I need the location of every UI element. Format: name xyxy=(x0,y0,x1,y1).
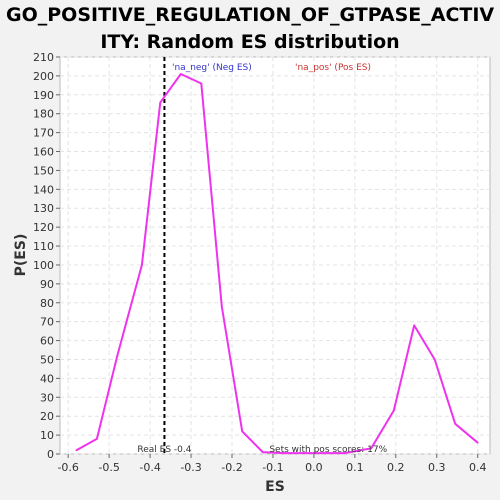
data-point xyxy=(261,451,264,454)
data-point xyxy=(370,447,373,450)
y-tick-label: 150 xyxy=(33,164,54,177)
y-tick-label: 200 xyxy=(33,70,54,83)
data-point xyxy=(433,358,436,361)
data-point xyxy=(95,437,98,440)
y-tick-label: 80 xyxy=(40,297,54,310)
y-tick-label: 120 xyxy=(33,221,54,234)
y-tick-label: 180 xyxy=(33,108,54,121)
data-point xyxy=(343,452,346,454)
y-axis-label: P(ES) xyxy=(13,234,29,277)
y-tick-label: 20 xyxy=(40,410,54,423)
x-tick-label: -0.4 xyxy=(139,461,160,474)
y-tick-label: 10 xyxy=(40,429,54,442)
x-tick-label: -0.2 xyxy=(221,461,242,474)
data-point xyxy=(200,82,203,85)
y-tick-label: 60 xyxy=(40,335,54,348)
y-axis-ticks: 0 10 20 30 40 50 60 70 80 90 100 110 120 130 140 150 160… xyxy=(33,51,60,461)
x-tick-label: -0.1 xyxy=(262,461,283,474)
y-tick-label: 190 xyxy=(33,89,54,102)
y-tick-label: 110 xyxy=(33,240,54,253)
data-point xyxy=(302,452,305,454)
es-distribution-line xyxy=(75,73,479,455)
x-tick-label: 0.3 xyxy=(428,461,446,474)
legend-entry: 'na_pos' (Pos ES) xyxy=(295,63,371,73)
x-tick-label: 0.0 xyxy=(305,461,323,474)
y-tick-label: 140 xyxy=(33,183,54,196)
y-tick-label: 70 xyxy=(40,316,54,329)
annotation-label: Real ES -0.4 xyxy=(137,445,191,455)
y-tick-label: 30 xyxy=(40,391,54,404)
data-point xyxy=(141,264,143,266)
y-tick-label: 160 xyxy=(33,146,54,159)
data-point xyxy=(323,452,326,454)
x-tick-label: 0.2 xyxy=(387,461,405,474)
data-point xyxy=(476,441,479,444)
annotations: Real ES -0.4 Sets with pos scores: 17% xyxy=(137,445,387,455)
x-axis-label: ES xyxy=(265,479,285,495)
x-tick-label: 0.4 xyxy=(469,461,487,474)
data-point xyxy=(413,324,416,327)
x-tick-label: -0.5 xyxy=(98,461,119,474)
legend-entry: 'na_neg' (Neg ES) xyxy=(172,63,252,73)
data-point xyxy=(220,305,223,308)
y-tick-label: 170 xyxy=(33,127,54,140)
chart-title-line1: GO_POSITIVE_REGULATION_OF_GTPASE_ACTIV xyxy=(6,4,495,26)
data-point xyxy=(392,409,395,412)
chart-title-line2: ITY: Random ES distribution xyxy=(100,31,400,53)
legend: 'na_neg' (Neg ES) 'na_pos' (Pos ES) xyxy=(172,63,371,73)
y-tick-label: 50 xyxy=(40,353,54,366)
data-point xyxy=(75,449,78,452)
x-tick-label: -0.6 xyxy=(57,461,78,474)
y-tick-label: 100 xyxy=(33,259,54,272)
plot-area xyxy=(59,56,491,455)
x-axis-ticks: -0.6 -0.5 -0.4 -0.3 -0.2 -0.1 0.0 0.1 0.2 0.3 0.4 xyxy=(57,454,486,474)
data-point xyxy=(454,422,457,425)
x-tick-label: 0.1 xyxy=(346,461,364,474)
grid xyxy=(60,56,490,455)
chart-title: GO_POSITIVE_REGULATION_OF_GTPASE_ACTIV I… xyxy=(0,2,500,56)
y-tick-label: 130 xyxy=(33,202,54,215)
data-point xyxy=(159,101,162,104)
y-tick-label: 210 xyxy=(33,51,54,64)
annotation-label: Sets with pos scores: 17% xyxy=(269,445,387,455)
y-tick-label: 90 xyxy=(40,278,54,291)
data-point xyxy=(179,73,182,75)
y-tick-label: 0 xyxy=(47,448,54,461)
y-tick-label: 40 xyxy=(40,372,54,385)
data-point xyxy=(116,354,119,357)
series-layer xyxy=(75,73,479,455)
data-point xyxy=(241,430,244,433)
data-point xyxy=(282,452,285,454)
x-tick-label: -0.3 xyxy=(180,461,201,474)
